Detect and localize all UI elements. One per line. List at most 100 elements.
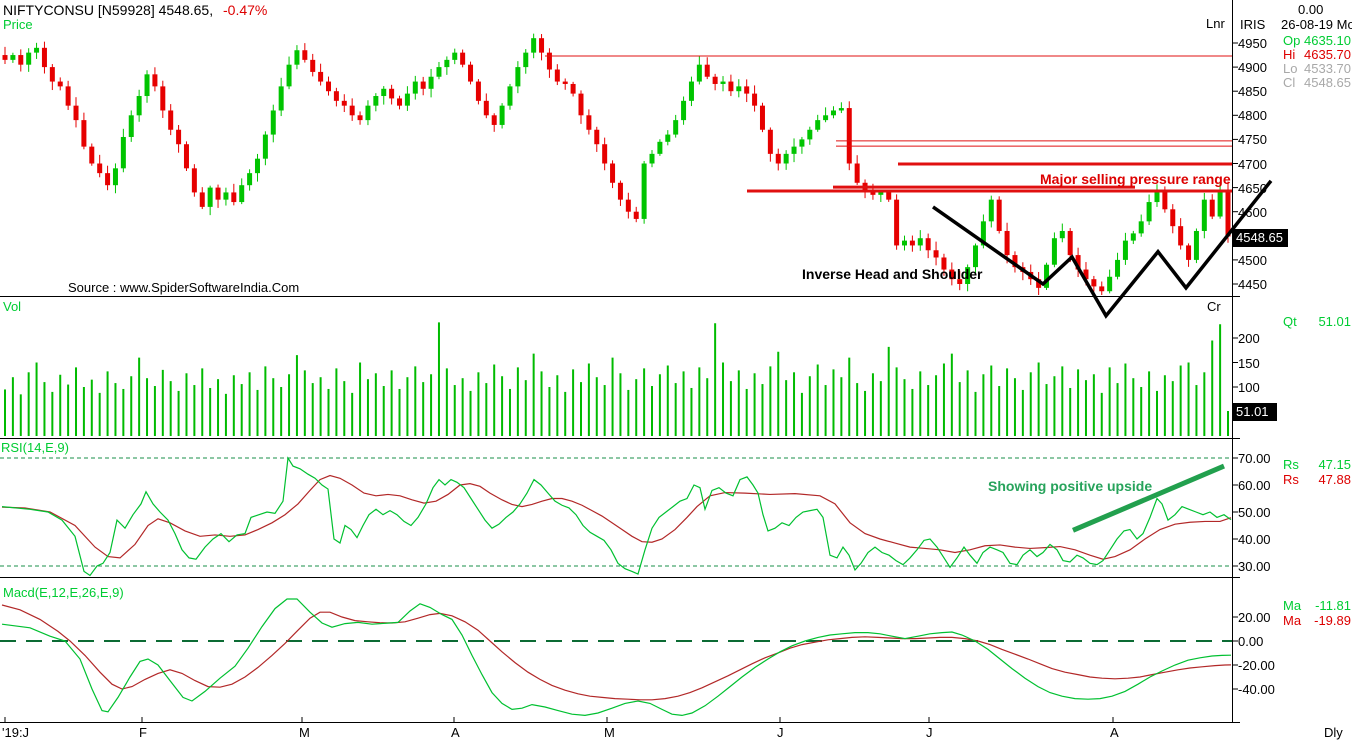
annotation-positive-upside: Showing positive upside bbox=[988, 478, 1153, 494]
candle-body bbox=[523, 52, 529, 68]
candle-body bbox=[105, 173, 111, 186]
candle-body bbox=[554, 69, 560, 82]
candle-body bbox=[744, 86, 750, 94]
rsi-value-row-label: Rs bbox=[1283, 472, 1299, 487]
candle-body bbox=[965, 267, 971, 284]
platform-name: IRIS bbox=[1240, 17, 1266, 32]
candle-body bbox=[546, 52, 552, 70]
candle-body bbox=[49, 67, 55, 82]
candle-body bbox=[1162, 192, 1168, 210]
annotation-inverse-head-shoulder: Inverse Head and Shoulder bbox=[802, 266, 983, 282]
quote-row-hi-label: Hi bbox=[1283, 47, 1296, 62]
candle-body bbox=[152, 74, 158, 87]
candle-body bbox=[176, 129, 182, 145]
inverse-head-shoulder-line bbox=[931, 179, 1273, 319]
macd-value-row: Ma -11.81 bbox=[1283, 598, 1351, 613]
month-label: '19:J bbox=[2, 725, 30, 740]
candle-body bbox=[404, 93, 410, 106]
candle-body bbox=[1170, 209, 1176, 227]
scale-mode-label: Lnr bbox=[1206, 16, 1225, 31]
candle-body bbox=[823, 115, 829, 121]
current-price-box: 4548.65 bbox=[1233, 229, 1288, 247]
rsi-signal-line bbox=[1, 474, 1232, 560]
candle-body bbox=[1178, 226, 1184, 246]
candle-body bbox=[949, 269, 955, 280]
candle-body bbox=[1115, 259, 1121, 277]
quote-date: 26-08-19 Mo bbox=[1281, 17, 1352, 32]
candle-body bbox=[112, 168, 118, 186]
month-label: M bbox=[299, 725, 310, 740]
macd-value-row-label: Ma bbox=[1283, 613, 1302, 628]
candle-body bbox=[2, 55, 8, 60]
candle-body bbox=[901, 240, 907, 246]
candle-body bbox=[1107, 276, 1113, 292]
candle-body bbox=[562, 81, 568, 84]
candle-body bbox=[1051, 238, 1057, 265]
volume-qt-row: Qt 51.01 bbox=[1283, 314, 1351, 329]
candle-body bbox=[223, 192, 229, 200]
quote-row-cl: Cl 4548.65 bbox=[1283, 75, 1351, 90]
price-axis-tick: 4900 bbox=[1238, 60, 1267, 76]
candle-body bbox=[1083, 269, 1089, 280]
candle-body bbox=[657, 141, 663, 154]
candle-body bbox=[1012, 255, 1018, 268]
candle-body bbox=[420, 81, 426, 89]
candle-body bbox=[1209, 199, 1215, 217]
candle-body bbox=[728, 81, 734, 92]
price-panel-label: Price bbox=[3, 17, 33, 32]
candle-body bbox=[389, 88, 395, 99]
rsi-value-row: Rs 47.15 bbox=[1283, 457, 1351, 472]
macd-value-row: Ma -19.89 bbox=[1283, 613, 1351, 628]
candlestick-series[interactable] bbox=[2, 33, 1231, 296]
macd-axis-tick: 20.00 bbox=[1238, 610, 1271, 625]
candle-body bbox=[499, 105, 505, 125]
candle-body bbox=[973, 245, 979, 268]
candle-body bbox=[515, 67, 521, 87]
rsi-value-row-value: 47.15 bbox=[1318, 457, 1351, 472]
candle-body bbox=[349, 105, 355, 116]
candle-body bbox=[199, 192, 205, 207]
candle-body bbox=[507, 86, 513, 106]
candle-body bbox=[452, 52, 458, 60]
candle-body bbox=[381, 88, 387, 97]
candle-body bbox=[625, 199, 631, 212]
candle-body bbox=[247, 173, 253, 186]
price-axis-tick: 4850 bbox=[1238, 84, 1267, 100]
rsi-value-row-label: Rs bbox=[1283, 457, 1299, 472]
quote-row-lo-value: 4533.70 bbox=[1304, 61, 1351, 76]
candle-body bbox=[1201, 199, 1207, 231]
quote-row-cl-value: 4548.65 bbox=[1304, 75, 1351, 90]
candle-body bbox=[412, 81, 418, 94]
rsi-line bbox=[1, 456, 1232, 577]
candle-body bbox=[491, 115, 497, 125]
macd-panel-label: Macd(E,12,E,26,E,9) bbox=[3, 585, 124, 600]
candle-body bbox=[41, 47, 47, 68]
volume-series[interactable] bbox=[4, 322, 1229, 436]
quote-row-hi: Hi 4635.70 bbox=[1283, 47, 1351, 62]
price-axis-tick: 4600 bbox=[1238, 204, 1267, 220]
candle-body bbox=[1130, 233, 1136, 241]
candle-body bbox=[1122, 240, 1128, 260]
candle-body bbox=[444, 59, 450, 68]
volume-axis-tick: 150 bbox=[1238, 355, 1260, 371]
candle-body bbox=[712, 76, 718, 84]
rsi-axis-tick: 60.00 bbox=[1238, 478, 1271, 493]
candle-body bbox=[215, 187, 221, 200]
candle-body bbox=[878, 192, 884, 195]
candle-body bbox=[428, 76, 434, 89]
candle-body bbox=[925, 238, 931, 251]
price-axis-tick: 4800 bbox=[1238, 108, 1267, 124]
candle-body bbox=[1217, 190, 1223, 217]
periodicity-label[interactable]: Dly bbox=[1324, 725, 1343, 740]
candle-body bbox=[815, 120, 821, 130]
candle-body bbox=[688, 81, 694, 101]
candle-body bbox=[302, 50, 308, 60]
candle-body bbox=[168, 110, 174, 130]
quote-row-cl-label: Cl bbox=[1283, 75, 1296, 90]
month-label: J bbox=[777, 725, 784, 740]
candle-body bbox=[1004, 230, 1010, 256]
current-volume-box: 51.01 bbox=[1233, 403, 1277, 421]
candle-body bbox=[704, 64, 710, 77]
